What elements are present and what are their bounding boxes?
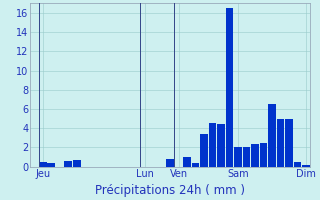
Bar — [166, 159, 174, 167]
Bar — [277, 119, 284, 167]
Bar — [268, 104, 276, 167]
Bar — [294, 162, 301, 167]
Bar — [234, 147, 242, 167]
Bar — [285, 119, 293, 167]
X-axis label: Précipitations 24h ( mm ): Précipitations 24h ( mm ) — [95, 184, 245, 197]
Bar — [217, 124, 225, 167]
Bar — [251, 144, 259, 167]
Bar — [183, 157, 191, 167]
Bar — [192, 163, 199, 167]
Bar — [226, 8, 234, 167]
Bar — [260, 143, 268, 167]
Bar — [39, 162, 47, 167]
Bar — [302, 165, 310, 167]
Bar — [47, 163, 55, 167]
Bar — [209, 123, 217, 167]
Bar — [73, 160, 81, 167]
Bar — [200, 134, 208, 167]
Bar — [64, 161, 72, 167]
Bar — [243, 147, 251, 167]
